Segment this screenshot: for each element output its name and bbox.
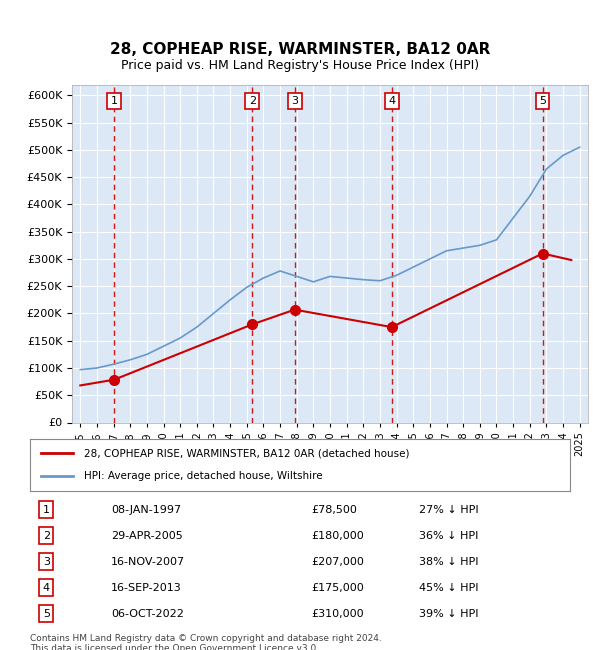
Text: 28, COPHEAP RISE, WARMINSTER, BA12 0AR (detached house): 28, COPHEAP RISE, WARMINSTER, BA12 0AR (… (84, 448, 409, 458)
Text: £180,000: £180,000 (311, 530, 364, 541)
Text: 27% ↓ HPI: 27% ↓ HPI (419, 504, 478, 515)
Text: Price paid vs. HM Land Registry's House Price Index (HPI): Price paid vs. HM Land Registry's House … (121, 58, 479, 72)
Text: 4: 4 (43, 582, 50, 593)
Text: 4: 4 (388, 96, 395, 106)
Text: 36% ↓ HPI: 36% ↓ HPI (419, 530, 478, 541)
Text: 28, COPHEAP RISE, WARMINSTER, BA12 0AR: 28, COPHEAP RISE, WARMINSTER, BA12 0AR (110, 42, 490, 57)
Text: £207,000: £207,000 (311, 556, 364, 567)
Text: 38% ↓ HPI: 38% ↓ HPI (419, 556, 478, 567)
Text: 2: 2 (249, 96, 256, 106)
Text: £310,000: £310,000 (311, 608, 364, 619)
Text: 16-NOV-2007: 16-NOV-2007 (111, 556, 185, 567)
Text: 3: 3 (291, 96, 298, 106)
Text: 08-JAN-1997: 08-JAN-1997 (111, 504, 181, 515)
Text: 1: 1 (110, 96, 118, 106)
Text: Contains HM Land Registry data © Crown copyright and database right 2024.
This d: Contains HM Land Registry data © Crown c… (30, 634, 382, 650)
Text: 39% ↓ HPI: 39% ↓ HPI (419, 608, 478, 619)
Text: HPI: Average price, detached house, Wiltshire: HPI: Average price, detached house, Wilt… (84, 471, 323, 481)
Text: 29-APR-2005: 29-APR-2005 (111, 530, 183, 541)
Text: 16-SEP-2013: 16-SEP-2013 (111, 582, 182, 593)
Text: 45% ↓ HPI: 45% ↓ HPI (419, 582, 478, 593)
Text: £175,000: £175,000 (311, 582, 364, 593)
Text: 5: 5 (539, 96, 546, 106)
Text: 1: 1 (43, 504, 50, 515)
Text: £78,500: £78,500 (311, 504, 356, 515)
Text: 5: 5 (43, 608, 50, 619)
Text: 06-OCT-2022: 06-OCT-2022 (111, 608, 184, 619)
Text: 3: 3 (43, 556, 50, 567)
Text: 2: 2 (43, 530, 50, 541)
